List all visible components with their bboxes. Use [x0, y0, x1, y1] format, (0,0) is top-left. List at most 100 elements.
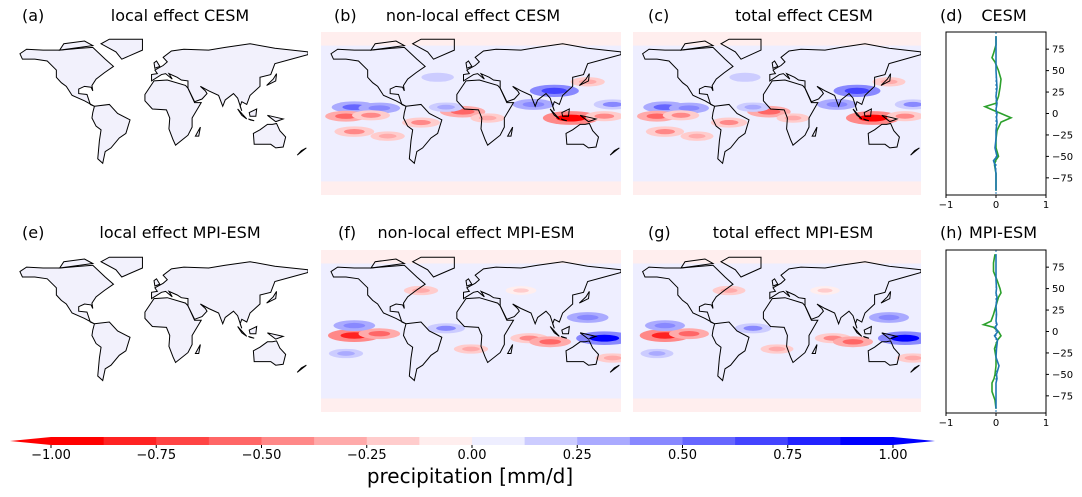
coastline — [643, 47, 733, 106]
coastline — [882, 115, 897, 121]
coastline — [863, 119, 869, 121]
colorbar-tick-label: −1.00 — [31, 448, 71, 463]
coastline — [643, 265, 733, 324]
panel-c-letter: (c) — [648, 6, 670, 25]
y-tick-label: 0 — [1052, 327, 1058, 338]
zonal-mean-plot-h: −1 0 1 75 50 25 0 −25 −50 −75 — [939, 249, 1073, 429]
coastline — [152, 262, 308, 329]
coastline — [464, 262, 622, 329]
coastline — [562, 327, 570, 334]
anomaly-cell — [368, 105, 391, 111]
colorbar-extend-max — [893, 437, 935, 445]
coastline — [331, 265, 425, 324]
y-tick-label: −75 — [1052, 391, 1073, 402]
anomaly-cell — [539, 339, 561, 345]
coastline — [579, 291, 589, 303]
anomaly-cell — [361, 112, 381, 118]
map-panel-a — [10, 32, 308, 195]
coastline — [763, 298, 817, 363]
coastline — [566, 123, 599, 147]
coastline — [770, 44, 921, 111]
anomaly-cell — [462, 346, 480, 352]
anomaly-cell — [343, 322, 366, 329]
coastline — [267, 74, 277, 86]
coastline — [508, 127, 513, 136]
arctic-anomaly — [321, 32, 621, 46]
anomaly-cell — [603, 355, 621, 361]
coastline — [772, 279, 778, 286]
panel-d-title: CESM — [981, 6, 1027, 25]
map-panel-c — [633, 32, 921, 195]
coastline — [579, 74, 589, 86]
panel-c-title: total effect CESM — [735, 6, 873, 25]
panel-a-title: local effect CESM — [110, 6, 250, 25]
colorbar-bin — [419, 437, 473, 445]
coastline — [610, 365, 619, 372]
coastline — [404, 104, 442, 163]
coastline — [92, 322, 130, 381]
coastline — [154, 279, 160, 286]
coastline — [812, 127, 817, 136]
colorbar-bin — [366, 437, 420, 445]
coastline — [60, 41, 93, 50]
coastline — [92, 104, 130, 163]
map-panel-f — [321, 250, 621, 412]
colorbar-bin — [682, 437, 736, 445]
coastline — [371, 41, 404, 50]
coastline — [253, 123, 285, 147]
panel-g-title: total effect MPI-ESM — [712, 223, 874, 242]
coastline — [763, 80, 817, 145]
coastline — [712, 104, 749, 163]
antarctic-anomaly — [633, 398, 921, 412]
coastline — [881, 291, 891, 303]
coastline — [60, 259, 93, 268]
colorbar-tick-label: 0.25 — [562, 448, 592, 463]
colorbar-bin — [577, 437, 631, 445]
anomaly-cell — [844, 87, 870, 94]
coastline — [550, 109, 559, 119]
coastline — [508, 345, 513, 354]
x-tick-label: 1 — [1043, 418, 1049, 429]
colorbar-bin — [51, 437, 105, 445]
coastline — [562, 109, 570, 116]
y-tick-label: −25 — [1052, 130, 1073, 141]
anomaly-cell — [594, 113, 615, 119]
coastline — [248, 119, 254, 121]
coastline — [101, 257, 142, 277]
panel-f-title: non-local effect MPI-ESM — [377, 223, 575, 242]
y-tick-label: −25 — [1052, 348, 1073, 359]
coastline — [404, 322, 442, 381]
colorbar-tick-label: −0.25 — [346, 448, 387, 463]
x-tick-label: 0 — [993, 200, 999, 211]
coastline — [712, 322, 749, 381]
anomaly-cell — [817, 288, 833, 293]
anomaly-cell — [678, 105, 700, 111]
coastline — [331, 47, 425, 106]
colorbar-tick-label: 0.50 — [668, 448, 697, 463]
coastline — [864, 327, 871, 334]
x-tick-label: 1 — [1043, 200, 1049, 211]
anomaly-cell — [878, 314, 900, 321]
y-tick-label: −50 — [1052, 152, 1073, 163]
coastline — [868, 123, 899, 147]
anomaly-cell — [719, 120, 739, 126]
y-tick-label: 75 — [1052, 45, 1065, 56]
colorbar-bin — [840, 437, 894, 445]
coastline — [681, 259, 713, 268]
coastline — [145, 80, 201, 145]
coastline — [853, 327, 862, 337]
anomaly-cell — [378, 133, 397, 139]
panel-e-title: local effect MPI-ESM — [99, 223, 261, 242]
anomaly-cell — [743, 325, 763, 331]
colorbar-bin — [314, 437, 368, 445]
map-panel-b — [321, 32, 621, 195]
coastline — [566, 341, 599, 365]
anomaly-cell — [744, 104, 762, 110]
x-tick-label: −1 — [939, 200, 954, 211]
anomaly-cell — [541, 87, 568, 94]
anomaly-cell — [646, 113, 668, 119]
arctic-anomaly — [321, 250, 621, 264]
coastline — [853, 109, 862, 119]
anomaly-cell — [436, 325, 456, 331]
coastline — [882, 333, 897, 339]
